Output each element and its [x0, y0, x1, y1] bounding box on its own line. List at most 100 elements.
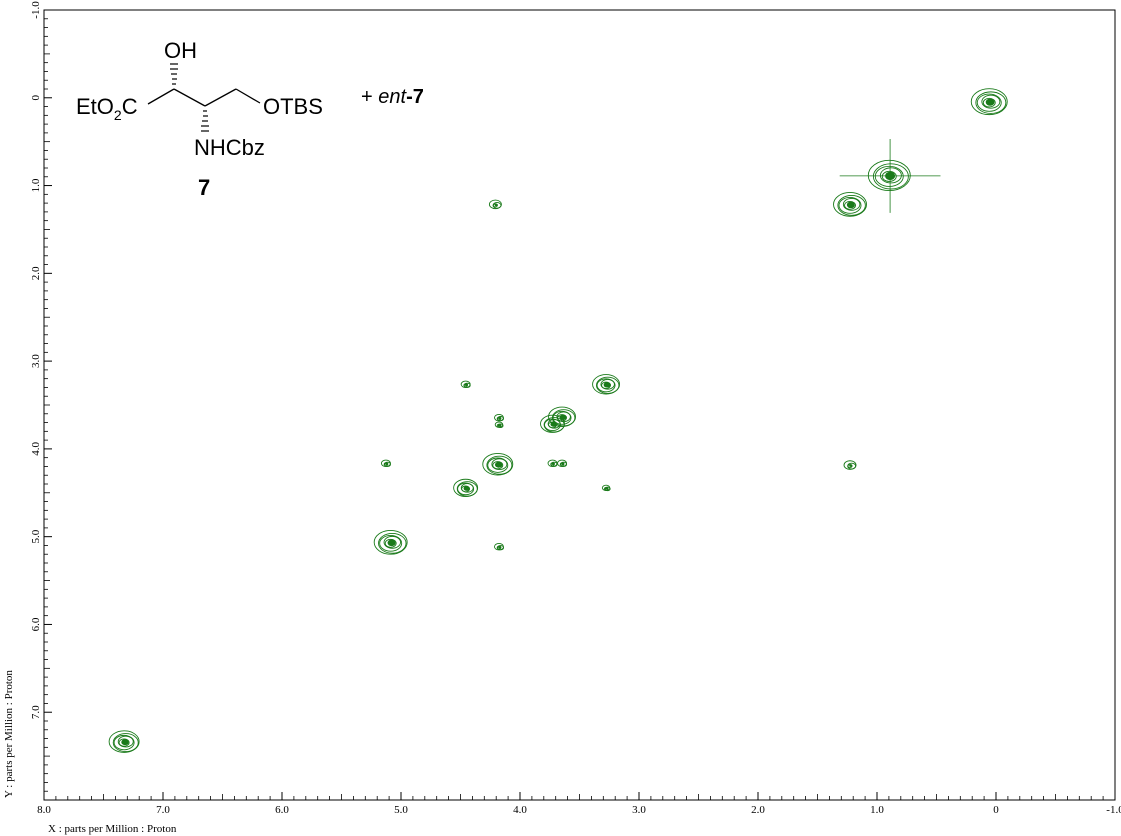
contour-peaks [108, 88, 1008, 753]
contour-core [498, 545, 502, 549]
x-tick-label: 3.0 [632, 804, 646, 816]
contour-peak [592, 374, 621, 395]
nhcbz-label: NHCbz [194, 135, 265, 160]
y-tick-label: -1.0 [30, 1, 42, 19]
contour-core [494, 461, 503, 468]
contour-ring [457, 482, 475, 496]
contour-core [387, 539, 396, 547]
contour-core [551, 462, 555, 466]
contour-ring [453, 478, 479, 497]
contour-ring [460, 483, 474, 493]
y-tick-label: 5.0 [30, 529, 42, 543]
y-tick-label: 1.0 [30, 178, 42, 192]
contour-ring [113, 734, 135, 751]
contour-ring [384, 538, 397, 548]
stereo-hash-bonds [170, 63, 209, 132]
x-tick-label: 5.0 [394, 804, 408, 816]
compound-number: 7 [198, 175, 210, 200]
contour-peak [108, 730, 140, 753]
contour-peak [601, 484, 611, 492]
contour-ring [975, 91, 1007, 114]
contour-ring [592, 374, 621, 395]
contour-ring [491, 458, 508, 471]
contour-ring [486, 455, 513, 475]
contour-core [605, 487, 609, 490]
contour-ring [838, 196, 862, 214]
otbs-label: OTBS [263, 94, 323, 119]
contour-ring [557, 414, 567, 422]
contour-peak [482, 452, 514, 476]
contour-ring [833, 192, 867, 217]
contour-ring [552, 410, 572, 425]
x-tick-label: 0 [993, 804, 999, 816]
contour-ring [117, 735, 134, 748]
contour-peak [380, 459, 391, 468]
contour-ring [482, 452, 514, 476]
y-tick-label: 2.0 [30, 266, 42, 280]
y-axis: -1.0 0 1.0 2.0 3.0 4.0 5.0 6.0 7.0 [30, 1, 52, 792]
contour-ring [488, 199, 502, 210]
plot-frame [43, 9, 1116, 801]
enantiomer-label: + ent-7 [361, 86, 424, 108]
y-tick-label: 4.0 [30, 442, 42, 456]
x-tick-label: -1.0 [1106, 804, 1121, 816]
contour-ring [118, 738, 130, 747]
contour-ring [879, 167, 902, 184]
contour-ring [842, 197, 861, 211]
contour-ring [976, 93, 1002, 112]
x-tick-label: 6.0 [275, 804, 289, 816]
x-tick-label: 8.0 [37, 804, 51, 816]
contour-core [498, 423, 502, 427]
contour-peak [494, 421, 504, 428]
chemical-structure: OH EtO2C OTBS NHCbz 7 + ent-7 [76, 38, 424, 200]
contour-peak [970, 88, 1008, 116]
contour-ring [604, 486, 611, 492]
contour-ring [378, 532, 407, 554]
contour-ring [383, 535, 401, 549]
structure-bonds [147, 88, 261, 107]
contour-peak [494, 413, 505, 422]
hydroxyl-label: OH [164, 38, 197, 63]
x-tick-label: 7.0 [156, 804, 170, 816]
contour-ring [981, 94, 1001, 109]
contour-ring [837, 195, 866, 216]
contour-core [985, 98, 995, 106]
contour-ring [379, 534, 403, 552]
contour-peak [839, 138, 941, 213]
contour-ring [596, 378, 616, 393]
contour-peak [460, 380, 471, 389]
x-tick-label: 4.0 [513, 804, 527, 816]
contour-core [603, 382, 611, 388]
contour-ring [487, 457, 509, 473]
contour-peak [547, 459, 558, 468]
contour-ring [548, 406, 576, 427]
contour-core [463, 485, 470, 491]
y-tick-label: 0 [30, 95, 42, 101]
contour-core [494, 203, 498, 207]
contour-core [846, 201, 855, 209]
contour-ring [867, 159, 911, 191]
contour-ring [497, 423, 504, 428]
contour-peak [453, 478, 479, 497]
y-tick-label: 3.0 [30, 354, 42, 368]
contour-peak [488, 199, 502, 210]
contour-ring [844, 200, 856, 210]
contour-ring [108, 730, 140, 753]
contour-peak [373, 529, 408, 555]
x-axis-label: X : parts per Million : Proton [48, 823, 177, 835]
contour-peak [494, 543, 505, 551]
y-tick-label: 6.0 [30, 617, 42, 631]
contour-ring [970, 88, 1008, 116]
contour-peak [843, 460, 857, 470]
contour-core [464, 383, 469, 387]
contour-core [498, 416, 502, 420]
ester-label: EtO2C [76, 94, 138, 123]
contour-ring [112, 733, 139, 753]
contour-core [559, 414, 567, 420]
contour-ring [600, 379, 615, 390]
contour-core [561, 462, 565, 466]
contour-ring [874, 165, 904, 187]
contour-peak [557, 459, 568, 468]
contour-core [849, 464, 853, 467]
